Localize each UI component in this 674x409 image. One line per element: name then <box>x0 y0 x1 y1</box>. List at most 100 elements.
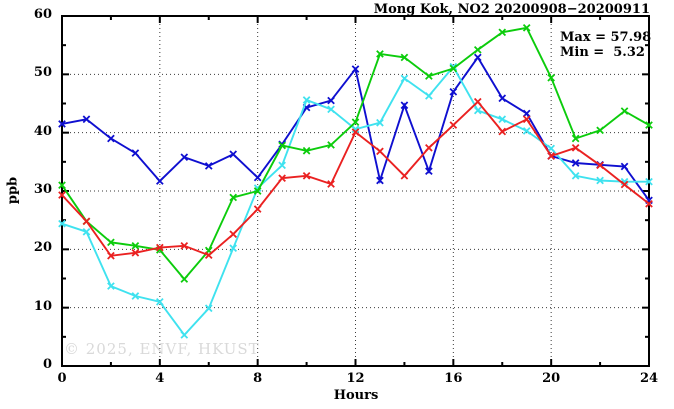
day-20200911-red-marker <box>645 199 653 208</box>
day-20200908-blue-marker <box>82 115 91 124</box>
max-label: Max = 57.98 <box>560 30 652 45</box>
min-label: Min = 5.32 <box>560 45 645 60</box>
day-20200911-red-marker <box>253 205 262 213</box>
day-20200911-red-marker <box>107 251 115 260</box>
day-20200911-red-marker <box>131 248 140 257</box>
day-20200911-red-marker <box>522 115 531 124</box>
y-tick-label: 50 <box>33 65 52 81</box>
day-20200911-red-marker <box>596 161 604 170</box>
x-tick-label: 24 <box>639 371 659 386</box>
day-20200910-green-marker <box>571 134 580 143</box>
day-20200910-green-marker <box>327 141 335 149</box>
x-axis-label: Hours <box>333 388 379 403</box>
day-20200911-red-marker <box>204 251 213 260</box>
day-20200909-cyan-marker <box>425 92 433 100</box>
day-20200911-red-marker <box>498 127 507 136</box>
day-20200909-cyan-marker <box>547 144 556 153</box>
day-20200910-green-marker <box>107 238 115 247</box>
day-20200910-green-marker <box>58 181 66 190</box>
day-20200909-cyan-marker <box>204 304 213 313</box>
day-20200910-green-marker <box>278 141 286 150</box>
day-20200911-red-marker <box>473 97 482 106</box>
day-20200911-red-marker <box>351 128 360 136</box>
day-20200911-red-marker <box>229 230 238 239</box>
watermark: © 2025, ENVF, HKUST <box>64 340 260 358</box>
day-20200911-red-marker <box>58 191 66 199</box>
day-20200910-green-marker <box>180 275 189 283</box>
x-tick-label: 16 <box>444 371 463 386</box>
day-20200908-blue-marker <box>351 65 360 73</box>
day-20200911-red-marker <box>425 143 433 152</box>
day-20200908-blue-marker <box>131 149 140 157</box>
x-tick-label: 8 <box>253 371 263 386</box>
day-20200908-blue-marker <box>522 109 531 118</box>
day-20200909-cyan-marker <box>571 171 580 180</box>
day-20200910-green-marker <box>596 126 604 135</box>
day-20200908-blue-marker <box>376 176 384 185</box>
day-20200910-green-marker <box>400 53 409 62</box>
chart-title: Mong Kok, NO2 20200908−20200911 <box>373 2 650 17</box>
day-20200911-red-marker <box>278 174 286 183</box>
day-20200909-cyan-marker <box>131 292 140 300</box>
maxmin-annotation: Max = 57.98 Min = 5.32 <box>560 30 651 60</box>
day-20200908-blue-marker <box>327 96 335 105</box>
day-20200908-blue-marker <box>58 120 66 128</box>
day-20200910-green-marker <box>229 193 238 202</box>
day-20200910-green-marker <box>131 241 140 250</box>
day-20200910-green-marker <box>449 64 458 73</box>
day-20200909-cyan-marker <box>58 219 66 228</box>
day-20200908-blue-marker <box>498 94 507 103</box>
day-20200909-cyan-marker <box>498 115 507 124</box>
day-20200908-blue-marker <box>400 101 409 110</box>
day-20200910-green-marker <box>547 73 556 82</box>
day-20200911-red-marker <box>620 180 629 189</box>
day-20200909-cyan-marker <box>596 176 604 185</box>
day-20200909-cyan-marker <box>376 118 384 127</box>
day-20200908-blue-marker <box>229 150 238 159</box>
day-20200908-blue-marker <box>253 173 262 182</box>
day-20200908-blue-marker <box>620 162 629 171</box>
y-tick-label: 60 <box>33 7 52 22</box>
day-20200909-cyan-marker <box>107 282 115 290</box>
day-20200908-blue-marker <box>180 153 189 162</box>
day-20200910-green-marker <box>473 45 482 54</box>
day-20200909-cyan-marker <box>229 244 238 253</box>
day-20200909-cyan-marker <box>645 177 653 186</box>
day-20200911-red-marker <box>400 171 409 180</box>
day-20200909-cyan-marker <box>400 74 409 83</box>
x-tick-label: 20 <box>542 371 561 386</box>
day-20200910-green-marker <box>645 121 653 129</box>
day-20200908-blue-marker <box>449 87 458 96</box>
day-20200909-cyan-marker <box>278 161 286 170</box>
day-20200910-green-marker <box>253 187 262 195</box>
day-20200911-red-marker <box>376 147 384 156</box>
x-tick-label: 4 <box>155 371 165 386</box>
day-20200911-red-marker <box>302 171 311 180</box>
day-20200908-blue-marker <box>425 167 433 176</box>
day-20200909-cyan-marker <box>82 227 91 236</box>
day-20200909-cyan-marker <box>522 127 531 135</box>
y-tick-label: 40 <box>33 123 52 139</box>
day-20200909-cyan-marker <box>180 331 189 339</box>
day-20200911-red-marker <box>82 217 91 226</box>
day-20200909-cyan-marker <box>327 105 335 114</box>
day-20200908-blue-marker <box>571 159 580 167</box>
y-tick-label: 10 <box>33 298 52 314</box>
day-20200909-cyan-marker <box>473 106 482 115</box>
day-20200908-blue-marker <box>204 162 213 170</box>
day-20200911-red-marker <box>449 121 458 129</box>
day-20200910-green-marker <box>302 146 311 155</box>
day-20200911-red-marker <box>327 180 335 188</box>
day-20200910-green-marker <box>522 23 531 32</box>
day-20200910-green-marker <box>498 28 507 37</box>
day-20200911-red-marker <box>180 241 189 250</box>
day-20200908-blue-marker <box>473 53 482 62</box>
x-tick-label: 0 <box>57 371 67 386</box>
day-20200908-blue-marker <box>155 177 164 185</box>
day-20200911-red-marker <box>571 143 580 152</box>
day-20200911-red-marker <box>547 152 556 160</box>
day-20200910-green-marker <box>425 72 433 80</box>
day-20200910-green-marker <box>620 107 629 115</box>
